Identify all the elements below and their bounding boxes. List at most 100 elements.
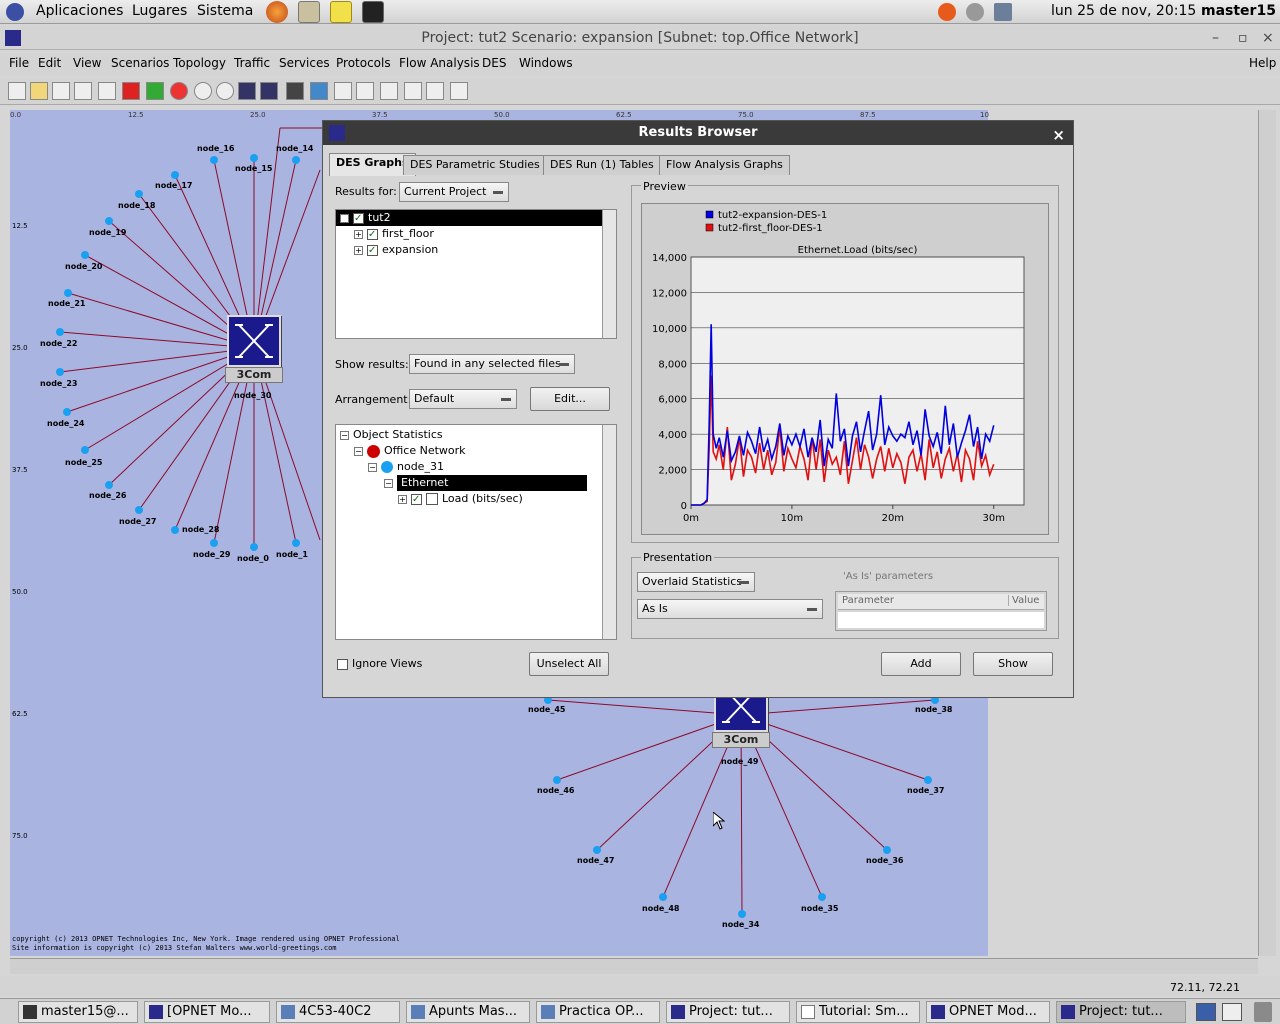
update-icon[interactable] — [938, 3, 956, 21]
task-terminal[interactable]: master15@... — [18, 1001, 138, 1023]
checkbox[interactable] — [337, 658, 348, 670]
tree-item-expansion[interactable]: + expansion — [354, 242, 438, 259]
failure-icon[interactable] — [122, 82, 140, 100]
collapse-icon[interactable]: − — [368, 462, 377, 472]
close-window-icon[interactable]: × — [1262, 30, 1274, 46]
tree-scrollbar[interactable] — [602, 425, 616, 639]
params-table[interactable]: Parameter Value — [835, 591, 1047, 631]
menu-flow-analysis[interactable]: Flow Analysis — [399, 56, 480, 70]
menu-edit[interactable]: Edit — [38, 56, 62, 70]
switch-node-30[interactable]: 3Com — [225, 315, 283, 387]
collapse-icon[interactable]: − — [354, 446, 363, 456]
workspace-switcher-icon[interactable] — [1222, 1003, 1242, 1021]
statistics-tree[interactable]: − Object Statistics − Office Network − node… — [335, 424, 617, 640]
zoom-out-icon[interactable] — [216, 82, 234, 100]
task-opnet-modeler[interactable]: [OPNET Mo... — [144, 1001, 270, 1023]
workspace-switcher-icon[interactable] — [1196, 1003, 1216, 1021]
triangle-icon[interactable] — [310, 82, 328, 100]
menu-traffic[interactable]: Traffic — [234, 56, 271, 70]
menu-services[interactable]: Services — [279, 56, 330, 70]
select-nodes-icon[interactable] — [334, 82, 352, 100]
menu-topology[interactable]: Topology — [173, 56, 226, 70]
terminal-icon[interactable] — [362, 1, 384, 23]
task-opnet-mod[interactable]: OPNET Mod... — [926, 1001, 1050, 1023]
task-folder-4c53[interactable]: 4C53-40C2 — [276, 1001, 400, 1023]
task-folder-practica[interactable]: Practica OP... — [536, 1001, 660, 1023]
zoom-in-icon[interactable] — [194, 82, 212, 100]
maximize-icon[interactable]: ▫ — [1238, 30, 1248, 46]
configure-run-icon[interactable] — [380, 82, 398, 100]
graph-icon[interactable] — [426, 82, 444, 100]
tree-item-tut2[interactable]: − tut2 — [336, 210, 602, 227]
add-button[interactable]: Add — [881, 652, 961, 676]
arrangement-dropdown[interactable]: Default — [409, 389, 517, 409]
menu-lugares[interactable]: Lugares — [132, 3, 188, 19]
tree-item-object-statistics[interactable]: − Object Statistics — [340, 427, 443, 443]
collapse-icon[interactable]: − — [340, 213, 349, 223]
task-project-1[interactable]: Project: tut... — [666, 1001, 790, 1023]
vertical-scrollbar[interactable] — [1258, 110, 1276, 956]
location-icon[interactable] — [170, 82, 188, 100]
ignore-views-checkbox[interactable]: Ignore Views — [337, 657, 422, 670]
task-project-2[interactable]: Project: tut... — [1056, 1001, 1186, 1023]
save-icon[interactable] — [52, 82, 70, 100]
collapse-icon[interactable]: − — [384, 478, 393, 488]
close-icon[interactable]: × — [1052, 126, 1065, 144]
show-button[interactable]: Show — [973, 652, 1053, 676]
params-row[interactable] — [838, 612, 1044, 628]
menu-protocols[interactable]: Protocols — [336, 56, 391, 70]
minimize-icon[interactable]: – — [1212, 30, 1219, 46]
checkbox[interactable] — [367, 243, 378, 259]
menu-sistema[interactable]: Sistema — [197, 3, 254, 19]
tab-des-graphs[interactable]: DES Graphs — [329, 153, 416, 176]
presentation-dropdown[interactable]: Overlaid Statistics — [637, 572, 755, 592]
checkbox[interactable] — [411, 492, 422, 508]
menu-windows[interactable]: Windows — [519, 56, 573, 70]
trash-icon[interactable] — [1254, 1002, 1272, 1022]
edit-button[interactable]: Edit... — [530, 387, 610, 411]
vne-icon[interactable] — [260, 82, 278, 100]
collapse-icon[interactable]: − — [340, 430, 349, 440]
traffic-light-icon[interactable] — [286, 82, 304, 100]
print-icon[interactable] — [74, 82, 92, 100]
show-results-dropdown[interactable]: Found in any selected files — [409, 354, 575, 374]
menu-help[interactable]: Help — [1249, 56, 1277, 70]
open-icon[interactable] — [30, 82, 48, 100]
results-for-dropdown[interactable]: Current Project — [399, 182, 509, 202]
project-tree[interactable]: − tut2 + first_floor + expansion — [335, 209, 617, 339]
menu-aplicaciones[interactable]: Aplicaciones — [36, 3, 124, 19]
tree-item-node-31[interactable]: − node_31 — [368, 459, 444, 475]
menu-scenarios[interactable]: Scenarios — [111, 56, 170, 70]
unselect-all-button[interactable]: Unselect All — [529, 652, 609, 676]
mail-icon[interactable] — [298, 1, 320, 23]
expand-icon[interactable]: + — [354, 245, 363, 255]
gnome-foot-icon[interactable] — [6, 3, 24, 21]
recover-icon[interactable] — [146, 82, 164, 100]
expand-icon[interactable]: + — [398, 494, 407, 504]
info-icon[interactable] — [450, 82, 468, 100]
task-tutorial[interactable]: Tutorial: Sm... — [796, 1001, 920, 1023]
select-links-icon[interactable] — [356, 82, 374, 100]
tab-des-run-tables[interactable]: DES Run (1) Tables — [543, 155, 661, 175]
text-editor-icon[interactable] — [330, 1, 352, 23]
checkbox[interactable] — [353, 211, 364, 227]
as-is-dropdown[interactable]: As Is — [637, 599, 823, 619]
horizontal-scrollbar[interactable] — [10, 958, 1258, 974]
tree-item-ethernet[interactable]: − Ethernet — [384, 475, 600, 491]
menu-view[interactable]: View — [73, 56, 102, 70]
clock[interactable]: lun 25 de nov, 20:15 — [1051, 3, 1197, 19]
task-folder-apunts[interactable]: Apunts Mas... — [406, 1001, 530, 1023]
tab-des-parametric-studies[interactable]: DES Parametric Studies — [403, 155, 547, 175]
tree-scrollbar[interactable] — [602, 210, 616, 338]
tree-item-office-network[interactable]: − Office Network — [354, 443, 466, 459]
tree-item-first-floor[interactable]: + first_floor — [354, 226, 434, 243]
menu-des[interactable]: DES — [482, 56, 507, 70]
tab-flow-analysis-graphs[interactable]: Flow Analysis Graphs — [659, 155, 790, 175]
view-results-icon[interactable] — [404, 82, 422, 100]
new-icon[interactable] — [8, 82, 26, 100]
network-icon[interactable] — [994, 3, 1012, 21]
tree-item-load[interactable]: + Load (bits/sec) — [398, 491, 523, 508]
checkbox[interactable] — [367, 227, 378, 243]
expand-icon[interactable]: + — [354, 229, 363, 239]
volume-icon[interactable] — [966, 3, 984, 21]
